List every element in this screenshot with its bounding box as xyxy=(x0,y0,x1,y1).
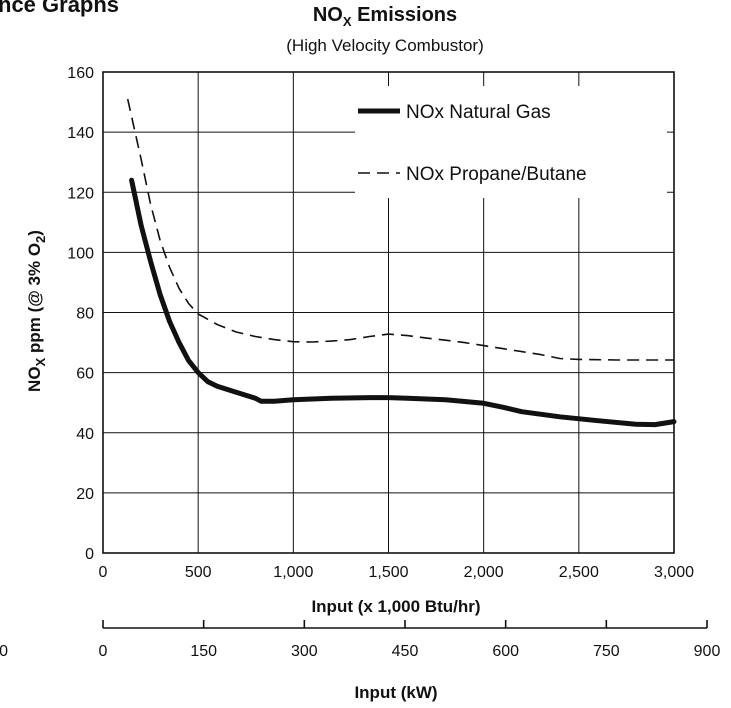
x-tick-label-1500: 1,500 xyxy=(368,564,408,581)
y-tick-label-40: 40 xyxy=(76,426,94,443)
legend: NOx Natural Gas NOx Propane/Butane xyxy=(358,102,587,185)
y-axis-title-part-c: ) xyxy=(25,230,44,236)
series-line-natural-gas xyxy=(129,177,677,428)
x-tick-label-500: 500 xyxy=(185,564,212,581)
chart-title-rest: Emissions xyxy=(351,4,458,26)
secondary-x-tick-label-600: 600 xyxy=(492,643,519,660)
legend-label-propane-butane: NOx Propane/Butane xyxy=(406,164,587,185)
y-axis-title-subscript-2: 2 xyxy=(33,236,48,243)
y-tick-label-20: 20 xyxy=(76,486,94,503)
legend-background xyxy=(355,86,667,198)
secondary-x-tick-label-450: 450 xyxy=(392,643,419,660)
y-axis-title-part-b: ppm (@ 3% O xyxy=(25,243,44,358)
x-tick-label-2000: 2,000 xyxy=(464,564,504,581)
x-tick-label-0: 0 xyxy=(99,564,108,581)
x-axis-title: Input (x 1,000 Btu/hr) xyxy=(311,597,480,616)
secondary-x-tick-label-300: 300 xyxy=(291,643,318,660)
chart-title-main: NO xyxy=(312,4,343,26)
y-tick-label-160: 160 xyxy=(67,65,94,82)
plot-frame xyxy=(102,71,675,554)
chart-subtitle: (High Velocity Combustor) xyxy=(286,36,484,55)
x-tick-label-3000: 3,000 xyxy=(654,564,694,581)
secondary-x-tick-label-900: 900 xyxy=(694,643,721,660)
x-tick-label-2500: 2,500 xyxy=(559,564,599,581)
y-axis-title: NOX ppm (@ 3% O2) xyxy=(25,230,48,392)
y-tick-label-60: 60 xyxy=(76,366,94,383)
secondary-x-tick-label-150: 150 xyxy=(190,643,217,660)
x-tick-label-1000: 1,000 xyxy=(273,564,313,581)
y-axis-title-text: NOX ppm (@ 3% O2) xyxy=(25,230,48,392)
y-tick-label-120: 120 xyxy=(67,185,94,202)
chart-title: NOX Emissions xyxy=(313,4,457,29)
chart-title-subscript: X xyxy=(342,14,352,29)
y-tick-label-80: 80 xyxy=(76,306,94,323)
series-line-propane-butane xyxy=(126,98,674,361)
page-heading: nce Graphs xyxy=(0,0,120,17)
y-axis-title-subscript-x: X xyxy=(33,357,48,366)
y-tick-label-0: 0 xyxy=(85,546,94,563)
y-axis-title-part-a: NO xyxy=(25,366,44,392)
secondary-axis-cut-label: 0 xyxy=(0,643,8,660)
y-tick-label-100: 100 xyxy=(67,245,94,262)
secondary-x-axis-title: Input (kW) xyxy=(354,683,437,702)
y-tick-label-140: 140 xyxy=(67,125,94,142)
legend-label-natural-gas: NOx Natural Gas xyxy=(406,102,551,123)
series-layer xyxy=(126,98,677,428)
secondary-x-tick-label-0: 0 xyxy=(99,643,108,660)
secondary-x-tick-label-750: 750 xyxy=(593,643,620,660)
